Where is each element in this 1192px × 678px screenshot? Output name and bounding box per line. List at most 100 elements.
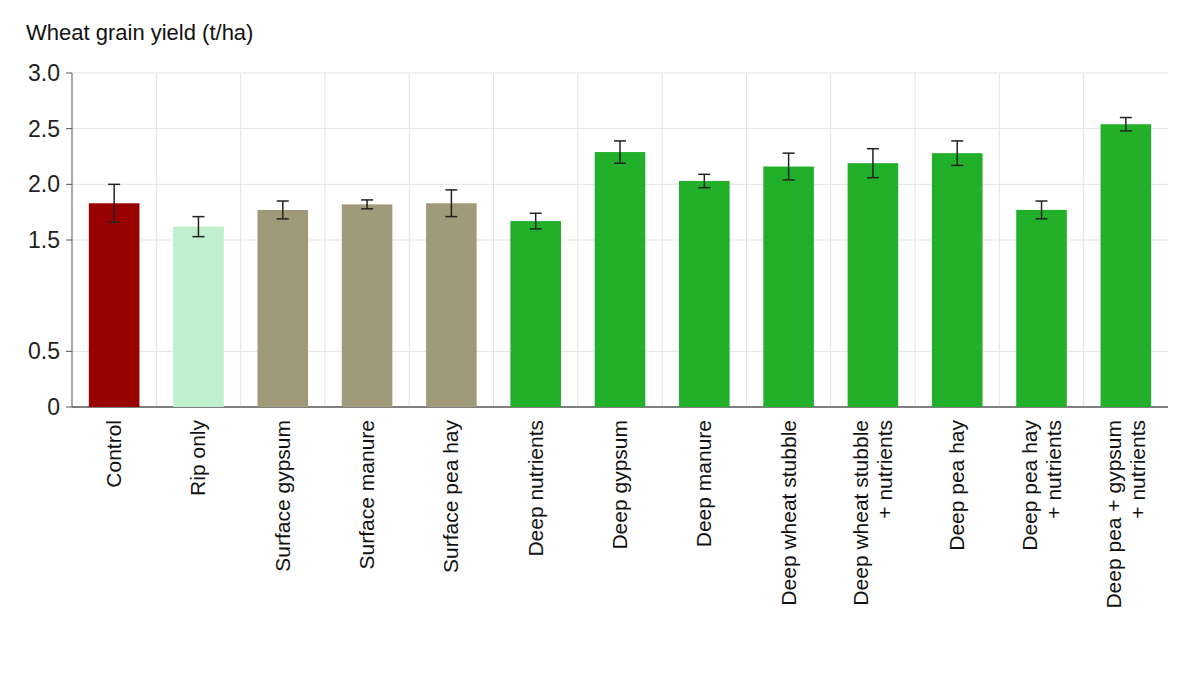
bar — [679, 181, 730, 407]
tick-label: 0.5 — [28, 338, 60, 364]
category-label: Deep pea + gypsum+ nutrients — [1102, 420, 1149, 609]
category-label: Control — [102, 420, 125, 488]
category-label-line: Surface gypsum — [271, 420, 294, 572]
grid-line — [72, 73, 1168, 74]
tick-mark — [66, 73, 72, 74]
category-label-line: Deep manure — [692, 420, 715, 547]
error-bar-cap — [867, 148, 879, 150]
bar — [1016, 210, 1067, 407]
tick-label: 1.5 — [28, 227, 60, 253]
error-bar — [277, 201, 289, 219]
error-bar-cap — [445, 216, 457, 218]
category-label-line: Deep gypsum — [608, 420, 631, 550]
error-bar — [1120, 118, 1132, 131]
category-label-line: Deep pea hay — [1018, 420, 1041, 551]
error-bar-stem — [704, 174, 706, 187]
category-label-line: Surface pea hay — [439, 420, 462, 573]
bar — [173, 227, 224, 407]
error-bar-cap — [698, 174, 710, 176]
error-bar-cap — [445, 189, 457, 191]
error-bar-cap — [530, 228, 542, 230]
error-bar-stem — [872, 149, 874, 178]
error-bar-stem — [1041, 201, 1043, 219]
bar — [257, 210, 308, 407]
error-bar-cap — [192, 216, 204, 218]
error-bar-cap — [1036, 200, 1048, 202]
error-bar — [361, 200, 373, 209]
error-bar — [783, 153, 795, 180]
bar — [342, 204, 393, 407]
tick-label: 3.0 — [28, 60, 60, 86]
error-bar-cap — [1120, 130, 1132, 132]
tick-label: 0 — [47, 394, 60, 420]
category-label-line: Deep wheat stubble — [777, 420, 800, 606]
bar — [1101, 124, 1152, 407]
category-label-line: Surface manure — [355, 420, 378, 569]
error-bar-cap — [951, 165, 963, 167]
error-bar — [614, 141, 626, 163]
error-bar-cap — [614, 140, 626, 142]
error-bar-stem — [535, 213, 537, 229]
bar — [510, 221, 561, 407]
category-label: Surface pea hay — [439, 420, 462, 573]
category-label: Deep manure — [692, 420, 715, 547]
error-bar-cap — [108, 221, 120, 223]
category-label-line: Control — [102, 420, 125, 488]
error-bar-cap — [1036, 218, 1048, 220]
chart: 00.51.52.02.53.0ControlRip onlySurface g… — [0, 0, 1192, 678]
category-label: Surface gypsum — [271, 420, 294, 572]
error-bar-cap — [783, 179, 795, 181]
error-bar-stem — [1125, 118, 1127, 131]
error-bar-cap — [698, 187, 710, 189]
error-bar-cap — [783, 152, 795, 154]
category-label: Deep wheat stubble+ nutrients — [849, 420, 896, 606]
category-label: Rip only — [186, 420, 209, 496]
error-bar-cap — [951, 140, 963, 142]
tick-mark — [66, 407, 72, 408]
tick-label: 2.0 — [28, 171, 60, 197]
tick-mark — [66, 128, 72, 129]
error-bar-stem — [956, 141, 958, 165]
bar — [763, 167, 814, 407]
error-bar-cap — [361, 199, 373, 201]
error-bar-cap — [277, 218, 289, 220]
error-bar-cap — [277, 200, 289, 202]
error-bar-stem — [282, 201, 284, 219]
y-axis-line — [72, 73, 73, 407]
category-label-line: Deep nutrients — [524, 420, 547, 557]
bar — [595, 152, 646, 407]
error-bar-stem — [451, 190, 453, 217]
error-bar — [192, 217, 204, 237]
category-label-line: + nutrients — [1126, 420, 1149, 519]
bar — [932, 153, 983, 407]
error-bar-cap — [1120, 117, 1132, 119]
error-bar-cap — [530, 213, 542, 215]
error-bar — [698, 174, 710, 187]
bars — [89, 118, 1151, 407]
error-bar-cap — [867, 177, 879, 179]
error-bar-cap — [108, 184, 120, 186]
category-label: Deep nutrients — [524, 420, 547, 557]
error-bar-cap — [614, 162, 626, 164]
category-label: Deep gypsum — [608, 420, 631, 550]
category-label: Deep pea hay+ nutrients — [1018, 420, 1065, 551]
grid-line — [72, 128, 1168, 129]
error-bar — [867, 149, 879, 178]
error-bar-stem — [113, 184, 115, 222]
error-bar — [951, 141, 963, 165]
error-bar-stem — [198, 217, 200, 237]
error-bar — [445, 190, 457, 217]
error-bar-stem — [788, 153, 790, 180]
error-bar — [530, 213, 542, 229]
category-label-line: Rip only — [186, 420, 209, 496]
tick-mark — [66, 240, 72, 241]
error-bar-stem — [619, 141, 621, 163]
tick-mark — [66, 184, 72, 185]
axis-title: Wheat grain yield (t/ha) — [26, 20, 253, 45]
category-label-line: Deep wheat stubble — [849, 420, 872, 606]
category-label: Deep wheat stubble — [777, 420, 800, 606]
error-bar — [1036, 201, 1048, 219]
bar — [426, 203, 477, 407]
bar — [89, 203, 140, 407]
error-bar-cap — [192, 236, 204, 238]
